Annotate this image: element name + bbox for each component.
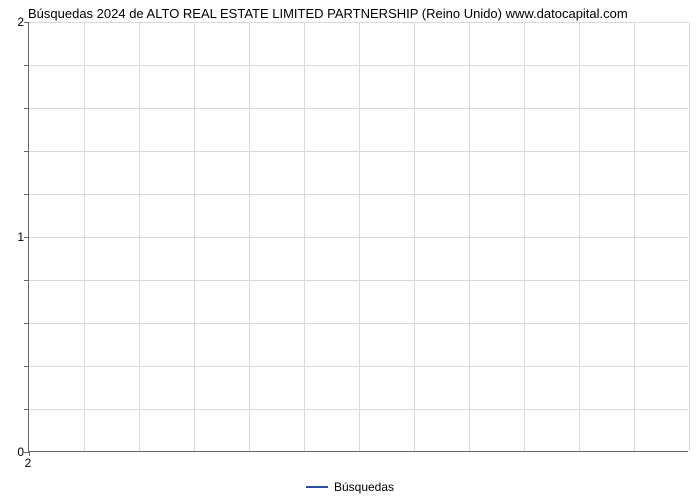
gridline-vertical [304, 22, 305, 451]
gridline-vertical [689, 22, 690, 451]
legend-swatch [306, 486, 328, 488]
tick-y [24, 280, 29, 281]
chart-title: Búsquedas 2024 de ALTO REAL ESTATE LIMIT… [28, 6, 692, 21]
tick-y [24, 194, 29, 195]
tick-y [24, 409, 29, 410]
tick-y [24, 108, 29, 109]
tick-y [24, 22, 29, 23]
gridline-vertical [249, 22, 250, 451]
gridline-vertical [469, 22, 470, 451]
tick-y [24, 323, 29, 324]
gridline-vertical [359, 22, 360, 451]
tick-y [24, 237, 29, 238]
gridline-vertical [84, 22, 85, 451]
y-tick-label: 2 [4, 15, 24, 29]
y-tick-label: 1 [4, 230, 24, 244]
y-tick-label: 0 [4, 445, 24, 459]
plot-area [28, 22, 688, 452]
gridline-vertical [414, 22, 415, 451]
gridline-vertical [524, 22, 525, 451]
tick-y [24, 65, 29, 66]
tick-y [24, 151, 29, 152]
chart-container: Búsquedas 2024 de ALTO REAL ESTATE LIMIT… [0, 0, 700, 500]
x-tick-label: 2 [25, 456, 32, 470]
gridline-vertical [139, 22, 140, 451]
tick-y [24, 366, 29, 367]
gridline-vertical [194, 22, 195, 451]
legend-label: Búsquedas [334, 480, 394, 494]
legend: Búsquedas [0, 479, 700, 494]
gridline-vertical [579, 22, 580, 451]
gridline-vertical [634, 22, 635, 451]
